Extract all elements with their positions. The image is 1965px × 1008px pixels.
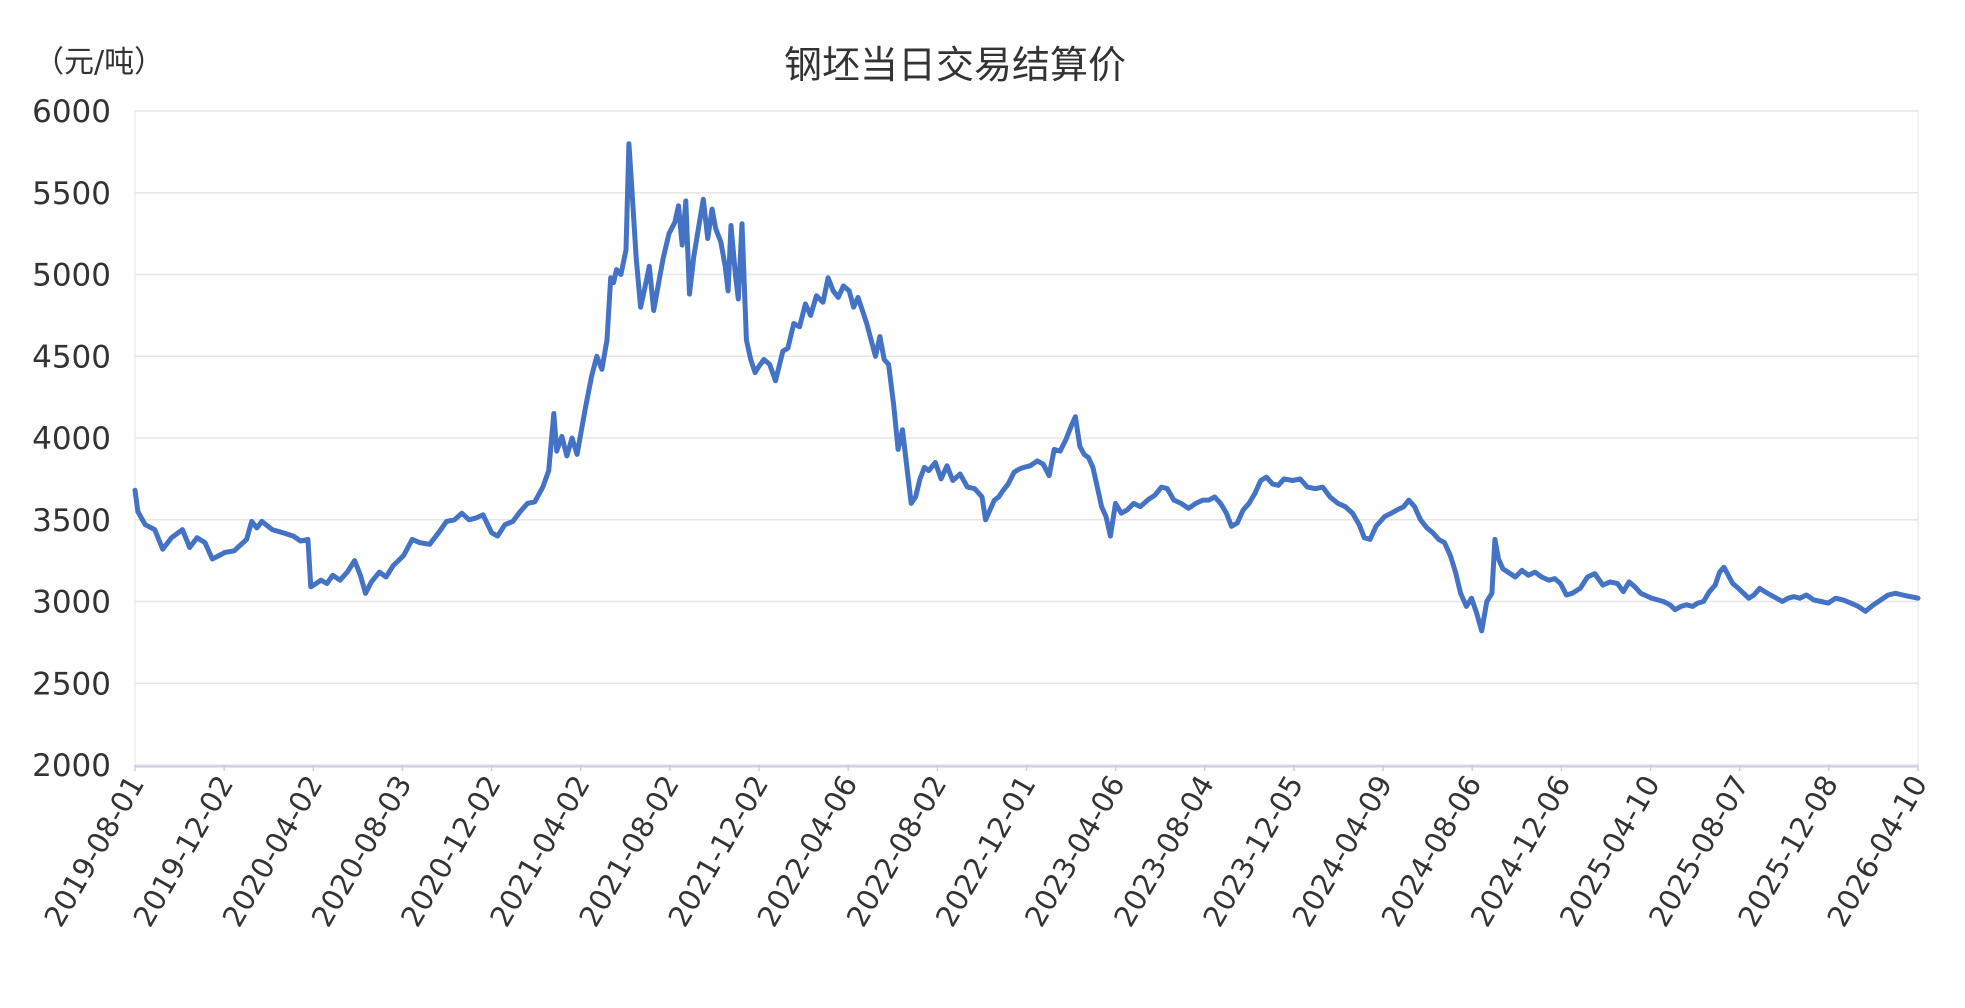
grid-lines — [135, 110, 1918, 768]
y-tick-label: 2000 — [32, 748, 111, 784]
chart-title: 钢坯当日交易结算价 — [784, 43, 1126, 87]
y-tick-label: 5000 — [32, 258, 111, 294]
y-tick-label: 5500 — [32, 176, 111, 212]
y-axis-ticks: 6000 5500 5000 4500 4000 3500 3000 2500 2000 — [32, 94, 111, 784]
y-tick-label: 3000 — [32, 585, 111, 621]
y-tick-label: 6000 — [32, 94, 111, 130]
series-line-settlement-price — [132, 141, 1921, 634]
y-tick-label: 4000 — [32, 421, 111, 457]
y-unit-label: （元/吨） — [34, 45, 164, 80]
y-tick-label: 3500 — [32, 503, 111, 539]
x-axis-ticks: 2019-08-012019-12-022020-04-022020-08-03… — [37, 765, 1934, 932]
y-tick-label: 2500 — [32, 666, 111, 702]
y-tick-label: 4500 — [32, 339, 111, 375]
